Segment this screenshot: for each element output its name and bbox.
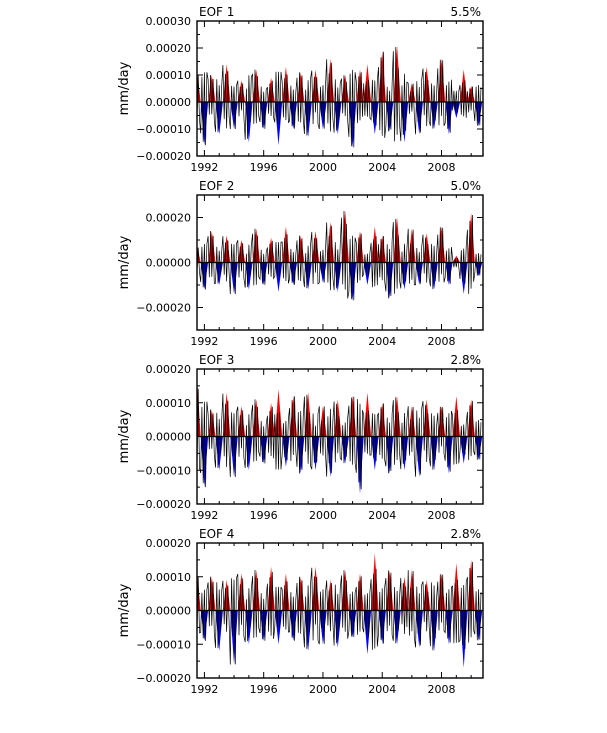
y-tick-label: 0.00020 [146,363,192,376]
y-tick-label: 0.00020 [146,42,192,55]
negative-area [274,610,283,645]
series-line [196,561,482,665]
eof-panel-3: −0.00020 −0.00010 0.00000 0.00010 0.00020 199… [117,353,484,522]
y-tick-label: 0.00010 [146,397,192,410]
y-tick-label: 0.00020 [146,537,192,550]
x-tick-label: 1996 [250,509,278,522]
x-tick-label: 2004 [368,161,396,174]
y-tick-label: 0.00030 [146,15,192,28]
y-tick-label: −0.00020 [136,672,191,685]
y-axis-label: mm/day [117,409,132,463]
panel-variance: 2.8% [451,527,482,541]
y-axis-label: mm/day [117,583,132,637]
eof-panel-2: −0.00020 0.00000 0.00020 1992 1996 2000 2004 20… [117,179,484,348]
x-tick-label: 1996 [250,335,278,348]
x-tick-label: 1992 [190,161,218,174]
x-tick-label: 2000 [309,509,337,522]
panel-title: EOF 1 [199,5,234,19]
x-tick-label: 2008 [428,335,456,348]
x-tick-label: 2000 [309,335,337,348]
x-tick-label: 1992 [190,509,218,522]
panel-title: EOF 3 [199,353,234,367]
panel-title: EOF 4 [199,527,234,541]
negative-area [274,262,283,292]
x-tick-label: 2008 [428,509,456,522]
x-tick-label: 2008 [428,161,456,174]
y-tick-label: −0.00010 [136,123,191,136]
panel-variance: 5.5% [451,5,482,19]
eof-panel-4: −0.00020 −0.00010 0.00000 0.00010 0.00020 199… [117,527,484,696]
y-tick-label: 0.00000 [146,605,192,618]
y-axis-label: mm/day [117,61,132,115]
y-tick-label: 0.00000 [146,96,192,109]
series-line [196,46,482,148]
panel-title: EOF 2 [199,179,234,193]
x-tick-label: 1992 [190,335,218,348]
y-tick-label: 0.00000 [146,431,192,444]
x-tick-label: 1992 [190,683,218,696]
x-tick-label: 2000 [309,683,337,696]
y-tick-label: −0.00020 [136,498,191,511]
x-tick-label: 2000 [309,161,337,174]
series-line [196,210,482,301]
y-tick-label: 0.00000 [146,257,192,270]
x-tick-label: 1996 [250,161,278,174]
eof-panel-1: −0.00020 −0.00010 0.00000 0.00010 0.00020 0.0… [117,5,484,174]
x-tick-label: 2004 [368,683,396,696]
x-tick-label: 2008 [428,683,456,696]
y-tick-label: −0.00010 [136,464,191,477]
x-tick-label: 2004 [368,335,396,348]
panel-variance: 5.0% [451,179,482,193]
y-tick-label: −0.00010 [136,638,191,651]
series-line [196,388,482,490]
y-tick-label: 0.00020 [146,212,192,225]
x-tick-label: 2004 [368,509,396,522]
y-tick-label: 0.00010 [146,69,192,82]
y-tick-label: 0.00010 [146,571,192,584]
y-tick-label: −0.00020 [136,302,191,315]
y-axis-label: mm/day [117,235,132,289]
x-tick-label: 1996 [250,683,278,696]
panel-variance: 2.8% [451,353,482,367]
y-tick-label: −0.00020 [136,150,191,163]
positive-area [274,389,283,437]
negative-area [274,102,283,146]
